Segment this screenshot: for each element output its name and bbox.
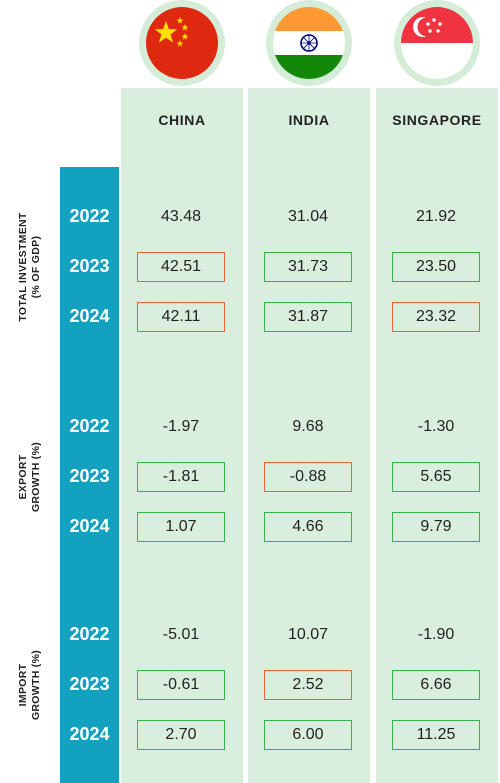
flag-badge-india <box>266 0 352 86</box>
value-cell: 23.32 <box>392 302 480 332</box>
column-header-india: INDIA <box>288 112 330 128</box>
value-cell: -5.01 <box>162 626 200 643</box>
column-background-china <box>121 88 243 783</box>
column-background-india <box>248 88 370 783</box>
row-year-label: 2022 <box>69 624 110 644</box>
value-cell: -1.30 <box>417 418 455 435</box>
row-year-label: 2023 <box>69 256 110 276</box>
value-cell: 31.87 <box>264 302 352 332</box>
singapore-flag-icon <box>401 7 473 79</box>
value-cell: 6.66 <box>392 670 480 700</box>
value-cell: 21.92 <box>415 208 457 225</box>
value-cell: 42.51 <box>137 252 225 282</box>
value-cell: 5.65 <box>392 462 480 492</box>
value-cell: 9.68 <box>292 418 324 435</box>
value-cell: -1.90 <box>417 626 455 643</box>
value-cell: 42.11 <box>137 302 225 332</box>
china-flag-icon <box>146 7 218 79</box>
row-year-label: 2023 <box>69 674 110 694</box>
value-cell: 31.04 <box>287 208 329 225</box>
section-label-line2: GROWTH (%) <box>30 441 42 513</box>
row-year-label: 2023 <box>69 466 110 486</box>
value-cell: 4.66 <box>264 512 352 542</box>
section-label-line1: EXPORT <box>17 454 29 500</box>
section-label-line1: TOTAL INVESTMENT <box>17 212 29 322</box>
row-year-label: 2022 <box>69 416 110 436</box>
value-cell: 23.50 <box>392 252 480 282</box>
section-label-line2: GROWTH (%) <box>30 649 42 721</box>
row-year-label: 2024 <box>69 306 110 326</box>
value-cell: 2.52 <box>264 670 352 700</box>
row-year-label: 2024 <box>69 724 110 744</box>
value-cell: 43.48 <box>160 208 202 225</box>
flag-badge-china <box>139 0 225 86</box>
value-cell: 6.00 <box>264 720 352 750</box>
row-year-label: 2022 <box>69 206 110 226</box>
column-background-singapore <box>376 88 498 783</box>
value-cell: -0.88 <box>264 462 352 492</box>
value-cell: -1.81 <box>137 462 225 492</box>
value-cell: 1.07 <box>137 512 225 542</box>
flag-badge-singapore <box>394 0 480 86</box>
column-header-china: CHINA <box>158 112 206 128</box>
year-band <box>60 167 119 783</box>
section-label-line2: (% OF GDP) <box>30 235 42 299</box>
section-label-line1: IMPORT <box>17 663 29 707</box>
value-cell: -1.97 <box>162 418 200 435</box>
column-header-singapore: SINGAPORE <box>392 112 482 128</box>
value-cell: 11.25 <box>392 720 480 750</box>
value-cell: 31.73 <box>264 252 352 282</box>
value-cell: 10.07 <box>287 626 329 643</box>
row-year-label: 2024 <box>69 516 110 536</box>
value-cell: 9.79 <box>392 512 480 542</box>
value-cell: 2.70 <box>137 720 225 750</box>
india-flag-icon <box>273 7 345 79</box>
value-cell: -0.61 <box>137 670 225 700</box>
